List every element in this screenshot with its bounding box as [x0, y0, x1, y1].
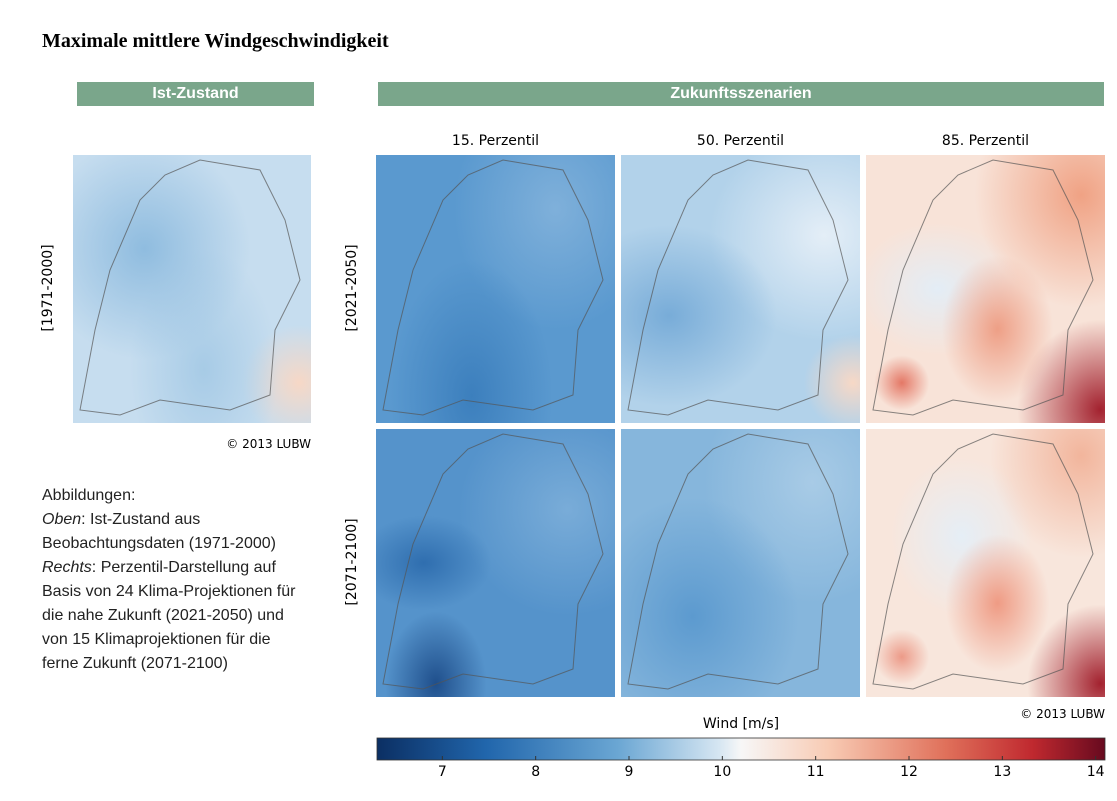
tick-label: 11	[807, 764, 825, 780]
page: Maximale mittlere Windgeschwindigkeit Is…	[0, 0, 1117, 801]
tick-label: 13	[993, 764, 1011, 780]
tick-label: 12	[900, 764, 918, 780]
tick-label: 10	[713, 764, 731, 780]
colorbar-bar	[377, 738, 1105, 760]
tick-label: 7	[438, 764, 447, 780]
tick-label: 14	[1087, 764, 1105, 780]
colorbar-label: Wind [m/s]	[703, 716, 779, 732]
colorbar: Wind [m/s] 7 8 9 10 11 12 13 14	[0, 0, 1117, 801]
tick-label: 9	[625, 764, 634, 780]
tick-label: 8	[531, 764, 540, 780]
